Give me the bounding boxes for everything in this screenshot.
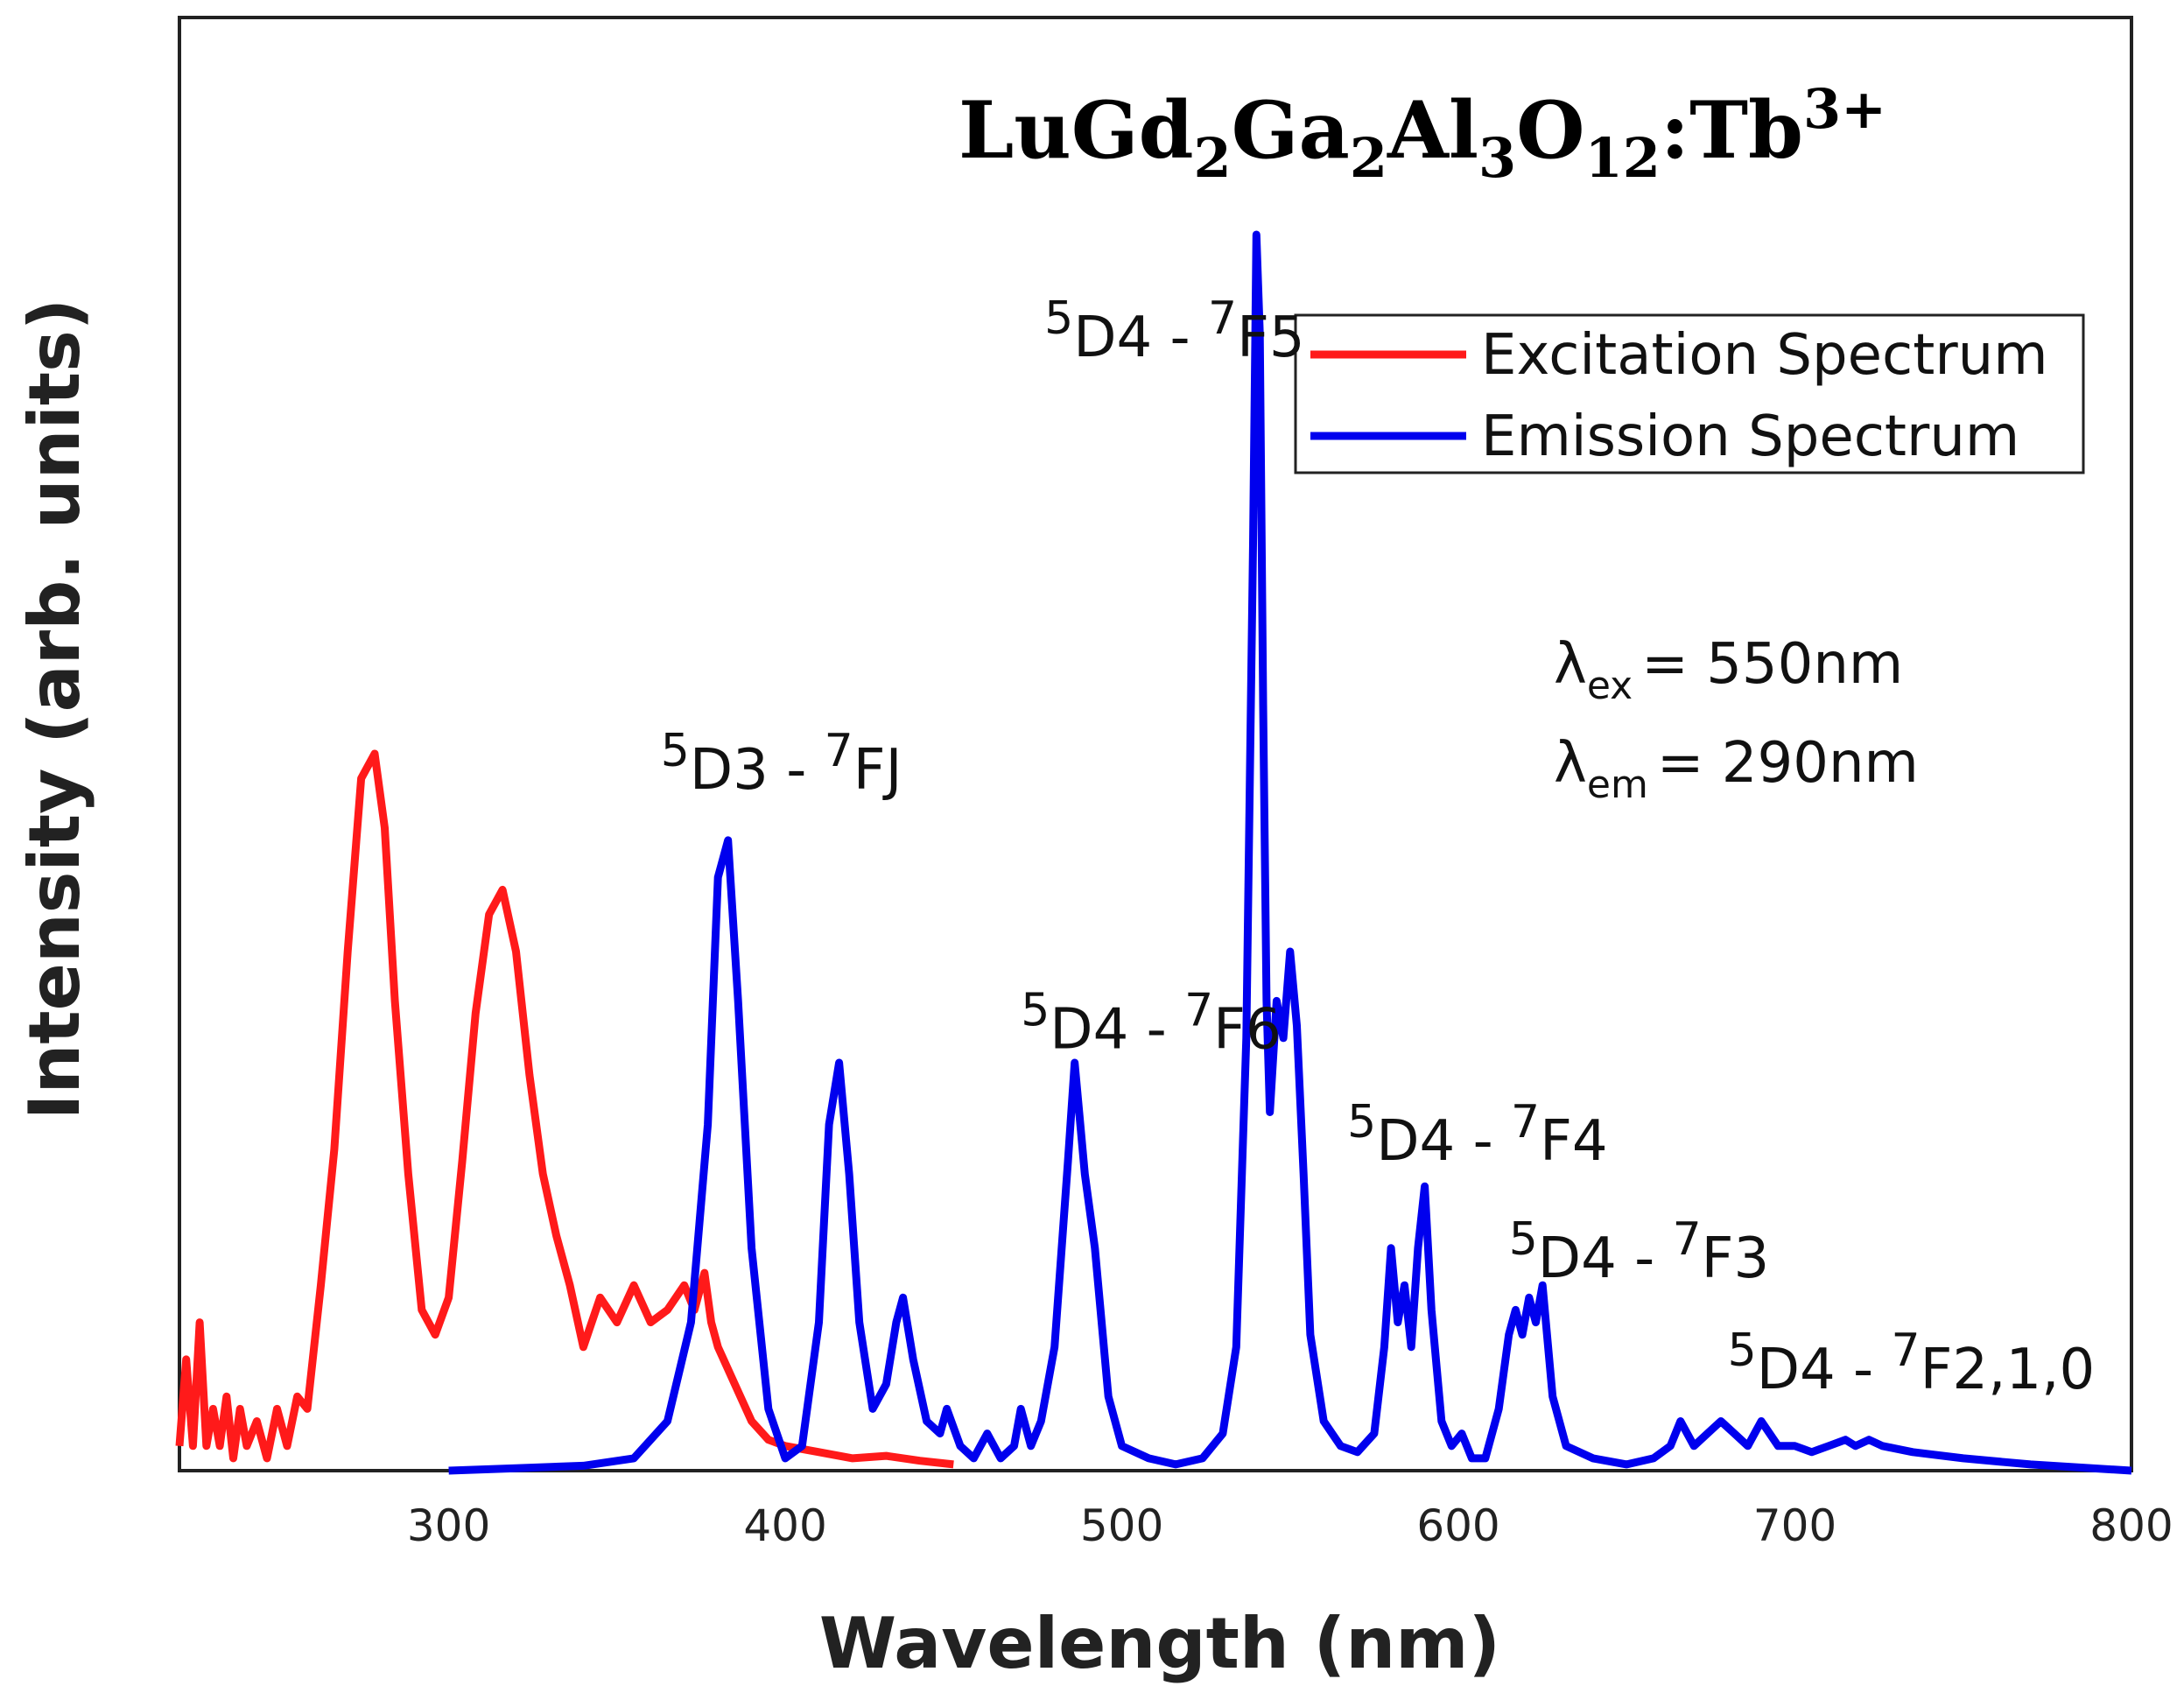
excitation-conditions: λex = 550nm λem = 290nm (1554, 632, 1919, 807)
x-tick-label: 500 (1080, 1500, 1163, 1551)
x-tick-label: 700 (1753, 1500, 1836, 1551)
transition-label: 5D4 - 7F3 (1509, 1213, 1770, 1291)
legend-box (1294, 313, 2085, 474)
transition-label: 5D4 - 7F4 (1347, 1096, 1608, 1174)
chart-title: LuGd2Ga2Al3O12:Tb3+ (959, 77, 1886, 190)
x-axis-ticks: 300 400 500 600 700 800 (407, 1500, 2173, 1551)
series-line-emission (448, 230, 2132, 1475)
transition-annotations: 5D3 - 7FJ 5D4 - 7F6 5D4 - 7F5 5D4 - 7F4 5D4 … (661, 292, 2095, 1402)
series-layer (175, 230, 2132, 1475)
lambda-em: λem = 290nm (1554, 731, 1919, 807)
transition-label: 5D4 - 7F5 (1044, 292, 1305, 370)
x-tick-label: 300 (407, 1500, 490, 1551)
plot-frame (178, 16, 2133, 1472)
x-tick-label: 800 (2089, 1500, 2173, 1551)
legend: Excitation Spectrum Emission Spectrum (1294, 313, 2085, 474)
lambda-ex: λex = 550nm (1554, 632, 1903, 708)
transition-label: 5D4 - 7F2,1,0 (1728, 1324, 2096, 1402)
series-line-excitation (175, 749, 954, 1469)
y-axis-label: Intensity (arb. units) (14, 299, 95, 1120)
transition-label: 5D4 - 7F6 (1021, 985, 1282, 1063)
x-axis-label: Wavelength (nm) (819, 1603, 1500, 1684)
x-tick-label: 400 (743, 1500, 826, 1551)
transition-label: 5D3 - 7FJ (661, 725, 902, 803)
x-tick-label: 600 (1416, 1500, 1499, 1551)
legend-label-excitation: Excitation Spectrum (1481, 323, 2048, 388)
legend-label-emission: Emission Spectrum (1481, 404, 2019, 469)
